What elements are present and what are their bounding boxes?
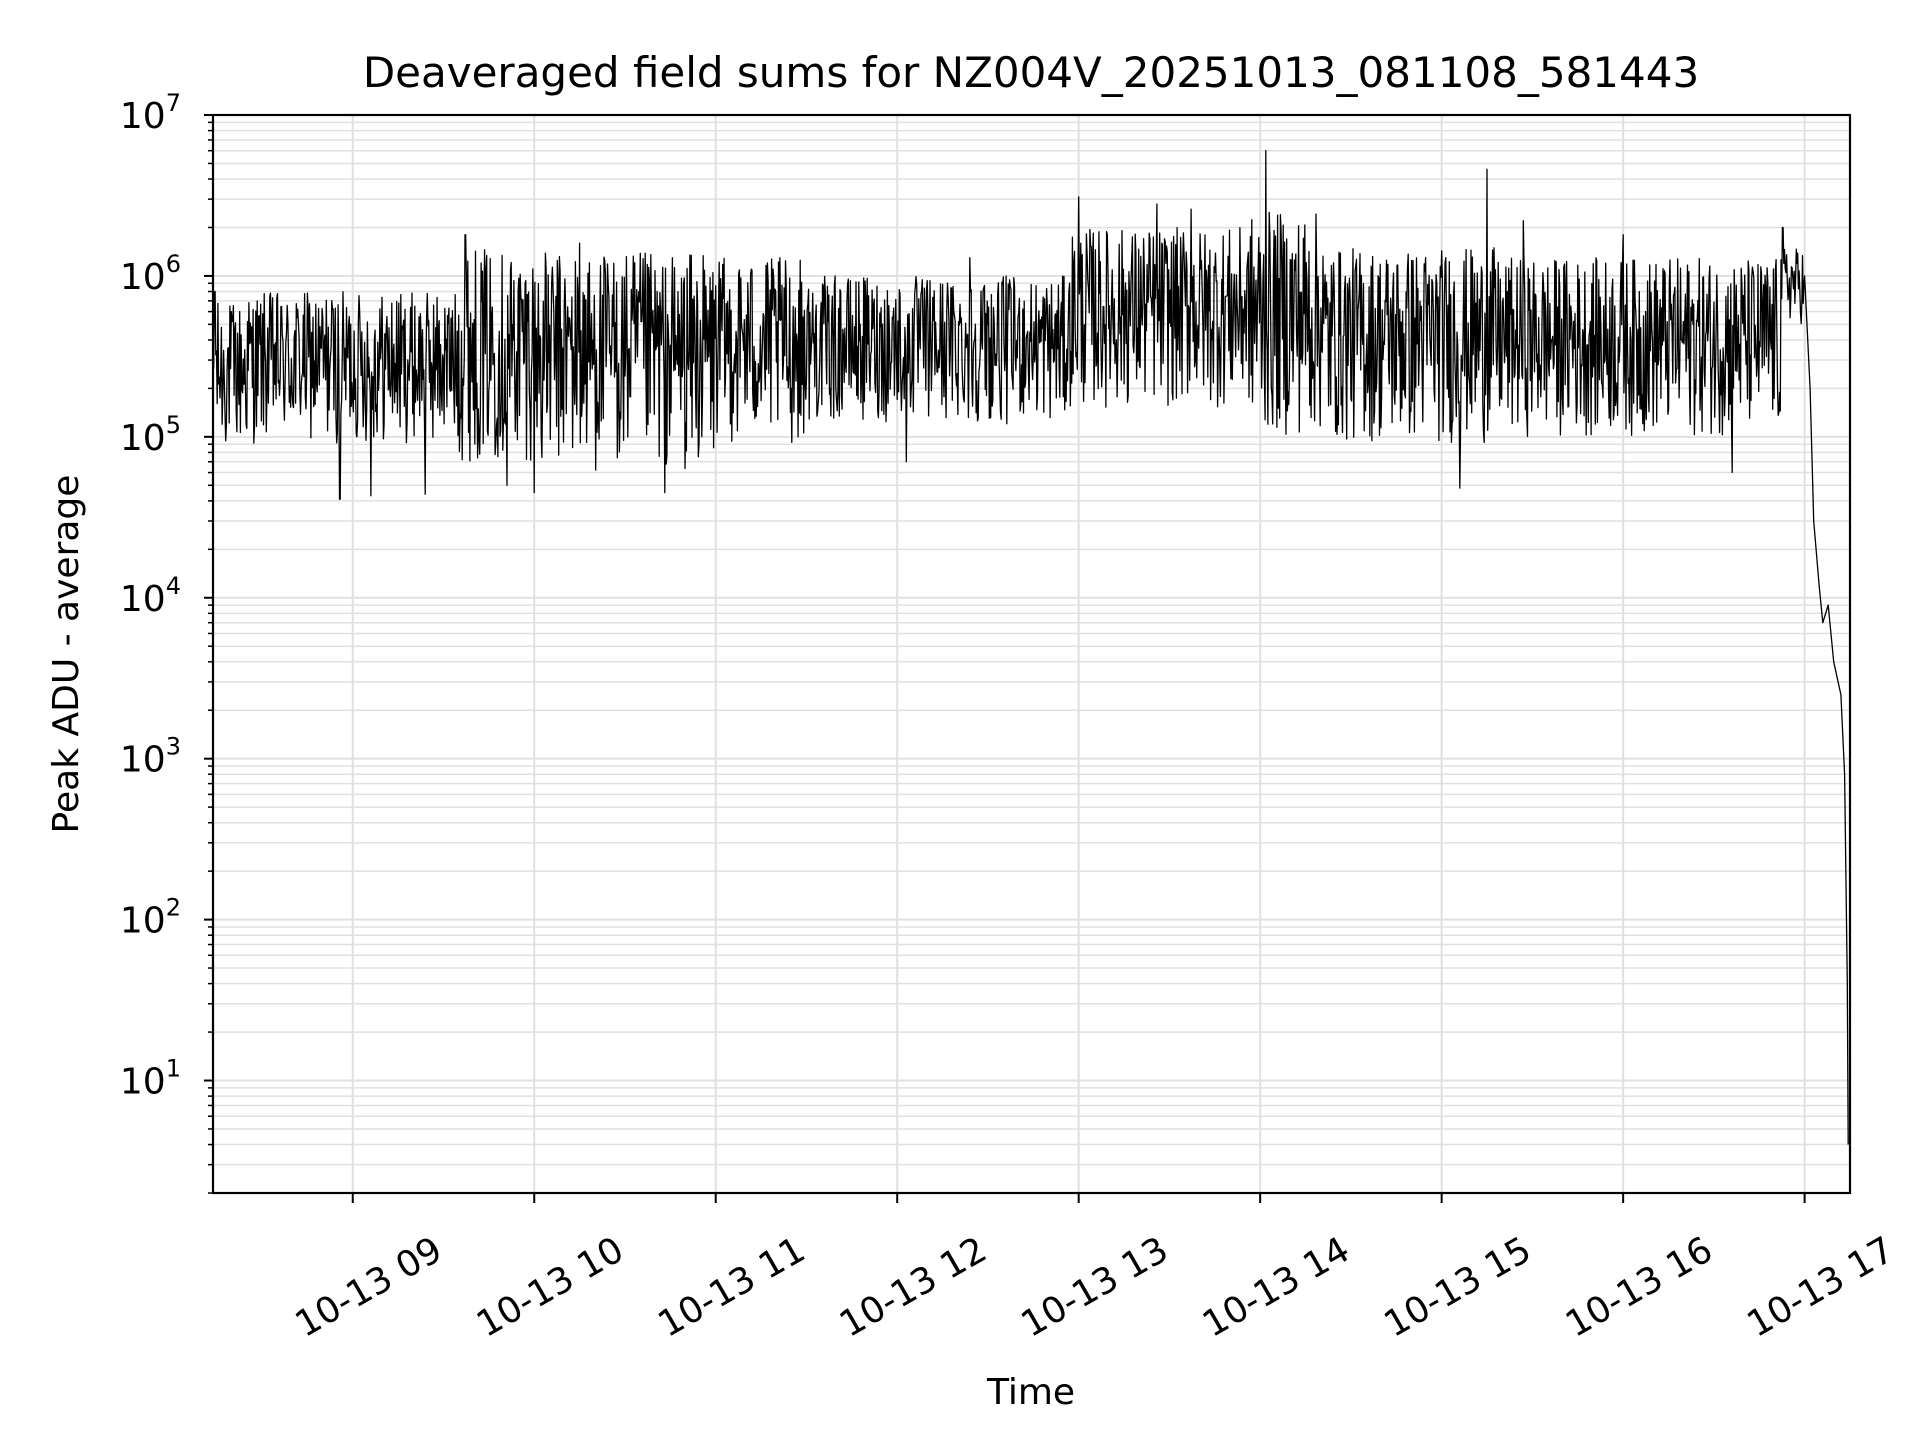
y-tick-exponent: 3: [166, 733, 181, 761]
y-axis-label: Peak ADU - average: [46, 475, 87, 834]
series-layer: [212, 150, 1849, 1145]
y-tick-exponent: 2: [166, 894, 181, 922]
y-tick-exponent: 7: [166, 89, 181, 117]
y-tick-exponent: 6: [166, 250, 181, 278]
y-tick-base: 10: [120, 96, 166, 137]
y-tick-base: 10: [120, 418, 166, 459]
y-tick-exponent: 1: [166, 1055, 181, 1083]
x-axis-label: Time: [986, 1372, 1075, 1413]
y-tick-label: 104: [120, 572, 181, 620]
plot-frame: [211, 113, 1852, 1195]
series-line: [212, 150, 1849, 1145]
y-tick-exponent: 4: [166, 572, 181, 600]
y-tick-base: 10: [120, 1062, 166, 1103]
y-tick-base: 10: [120, 901, 166, 942]
y-tick-exponent: 5: [166, 411, 181, 439]
y-tick-label: 105: [120, 411, 181, 459]
chart-title: Deaveraged field sums for NZ004V_2025101…: [363, 48, 1699, 97]
y-tick-base: 10: [120, 740, 166, 781]
y-tick-base: 10: [120, 579, 166, 620]
y-tick-base: 10: [120, 257, 166, 298]
y-tick-label: 106: [120, 250, 181, 298]
y-tick-label: 102: [120, 894, 181, 942]
y-tick-label: 101: [120, 1055, 181, 1103]
y-tick-label: 103: [120, 733, 181, 781]
y-tick-label: 107: [120, 89, 181, 137]
